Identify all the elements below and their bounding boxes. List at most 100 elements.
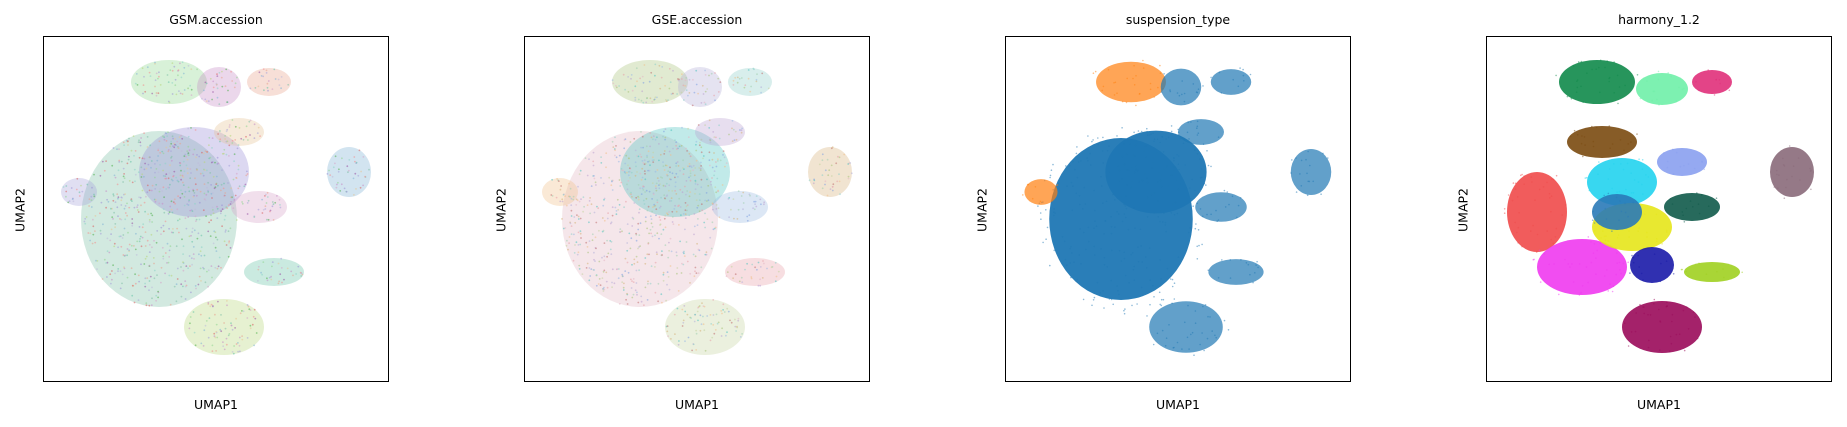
cell-point: [164, 220, 167, 223]
cell-point: [1591, 219, 1594, 221]
cell-point: [699, 167, 702, 170]
cell-point: [628, 232, 631, 235]
cell-point: [678, 197, 681, 200]
cell-point: [638, 246, 640, 248]
cell-point: [722, 150, 725, 152]
cell-point: [650, 71, 653, 74]
cell-point: [1788, 145, 1791, 147]
cell-point: [650, 218, 653, 221]
cell-point: [651, 100, 654, 103]
cell-point: [203, 329, 206, 332]
cell-point: [550, 194, 553, 196]
cell-point: [674, 181, 677, 184]
cell-point: [700, 266, 703, 269]
cell-point: [121, 273, 124, 276]
cell-point: [1608, 125, 1611, 127]
cell-point: [1530, 176, 1533, 178]
cell-point: [1134, 144, 1137, 147]
cell-point: [1671, 203, 1674, 205]
cell-point: [588, 267, 591, 269]
cell-point: [295, 273, 297, 275]
cell-point: [588, 158, 590, 161]
cell-point: [681, 73, 683, 76]
cell-point: [1145, 267, 1148, 269]
cell-point: [656, 199, 659, 202]
cell-point: [1189, 227, 1191, 229]
cell-point: [585, 267, 588, 269]
cell-point: [1196, 258, 1199, 260]
cell-point: [1064, 258, 1067, 261]
cell-point: [640, 131, 642, 133]
cell-point: [693, 213, 696, 215]
cell-point: [217, 162, 220, 165]
cell-point: [185, 265, 188, 267]
cell-point: [136, 84, 139, 86]
cell-point: [634, 174, 637, 177]
cell-point: [265, 202, 268, 204]
cell-point: [226, 304, 228, 307]
cell-point: [268, 276, 271, 279]
cell-point: [168, 211, 171, 214]
cell-point: [645, 189, 648, 192]
cell-point: [1102, 162, 1105, 164]
cell-point: [662, 279, 665, 282]
cell-point: [1604, 242, 1607, 245]
cell-point: [175, 283, 178, 286]
cell-point: [1220, 92, 1223, 94]
cell-point: [1226, 191, 1229, 193]
cell-point: [617, 268, 620, 270]
cell-point: [763, 203, 765, 206]
cell-point: [706, 88, 709, 90]
cell-point: [139, 238, 141, 240]
cell-point: [196, 154, 198, 156]
cell-point: [672, 69, 674, 72]
cell-point: [569, 187, 572, 190]
cell-point: [1045, 238, 1047, 240]
cell-point: [711, 336, 714, 339]
cell-point: [642, 185, 644, 188]
cell-point: [656, 169, 659, 171]
cell-point: [234, 125, 237, 128]
cell-point: [1507, 194, 1510, 196]
cell-point: [1102, 202, 1104, 204]
cell-point: [257, 268, 260, 271]
cell-point: [577, 218, 580, 220]
cell-point: [1678, 333, 1681, 336]
cell-point: [137, 171, 140, 174]
cell-point: [171, 93, 174, 95]
cell-point: [693, 233, 695, 236]
cell-point: [821, 187, 824, 190]
cell-point: [615, 156, 618, 159]
cell-point: [717, 321, 720, 324]
cell-point: [193, 148, 196, 151]
cell-point: [1087, 159, 1089, 162]
cell-point: [1612, 285, 1615, 288]
cell-point: [1159, 220, 1161, 223]
cell-point: [185, 164, 188, 167]
cell-point: [1627, 345, 1630, 347]
cell-point: [638, 208, 641, 211]
cell-point: [684, 340, 686, 343]
cell-point: [1624, 84, 1626, 87]
cell-point: [674, 204, 676, 207]
cell-point: [1171, 278, 1174, 281]
cell-point: [80, 184, 82, 187]
cell-point: [1595, 68, 1597, 70]
cluster-region: [231, 191, 287, 223]
cell-point: [190, 257, 193, 260]
cell-point: [1791, 175, 1793, 178]
cell-point: [1053, 214, 1055, 217]
cell-point: [740, 129, 743, 132]
cell-point: [1599, 59, 1602, 62]
cell-point: [1680, 268, 1683, 271]
plot-area: [524, 36, 870, 382]
cluster-region: [197, 67, 241, 107]
cell-point: [652, 161, 655, 163]
cell-point: [205, 193, 208, 196]
cell-point: [658, 159, 660, 162]
cell-point: [1631, 254, 1633, 257]
cell-point: [1075, 152, 1078, 155]
cell-point: [179, 92, 182, 95]
cell-point: [194, 215, 197, 218]
cell-point: [660, 233, 663, 236]
